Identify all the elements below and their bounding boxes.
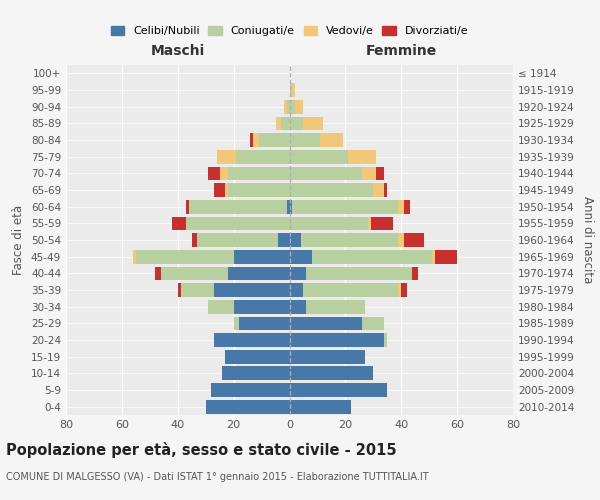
Bar [155, 266, 161, 280]
Bar [197, 233, 278, 247]
Bar [295, 100, 304, 114]
Bar [306, 266, 412, 280]
Bar [290, 166, 362, 180]
Bar [186, 216, 290, 230]
Bar [253, 133, 259, 147]
Legend: Celibi/Nubili, Coniugati/e, Vedovi/e, Divorziati/e: Celibi/Nubili, Coniugati/e, Vedovi/e, Di… [106, 22, 473, 41]
Bar [178, 283, 181, 297]
Bar [312, 250, 432, 264]
Bar [228, 183, 290, 197]
Bar [373, 183, 385, 197]
Text: COMUNE DI MALGESSO (VA) - Dati ISTAT 1° gennaio 2015 - Elaborazione TUTTITALIA.I: COMUNE DI MALGESSO (VA) - Dati ISTAT 1° … [6, 472, 428, 482]
Bar [290, 200, 292, 213]
Bar [228, 266, 290, 280]
Bar [435, 250, 457, 264]
Y-axis label: Anni di nascita: Anni di nascita [581, 196, 594, 284]
Bar [290, 150, 348, 164]
Bar [136, 250, 233, 264]
Bar [290, 183, 373, 197]
Bar [371, 216, 393, 230]
Bar [404, 233, 424, 247]
Bar [290, 333, 385, 347]
Bar [301, 233, 398, 247]
Bar [304, 283, 398, 297]
Bar [290, 283, 304, 297]
Bar [181, 283, 214, 297]
Bar [214, 333, 290, 347]
Bar [287, 200, 290, 213]
Y-axis label: Fasce di età: Fasce di età [13, 205, 25, 275]
Bar [287, 100, 290, 114]
Bar [275, 116, 281, 130]
Bar [225, 350, 290, 364]
Bar [401, 283, 407, 297]
Bar [290, 216, 368, 230]
Bar [292, 200, 398, 213]
Bar [290, 316, 362, 330]
Text: Femmine: Femmine [365, 44, 437, 59]
Bar [290, 133, 320, 147]
Bar [236, 150, 290, 164]
Bar [404, 200, 410, 213]
Bar [368, 216, 371, 230]
Bar [398, 233, 404, 247]
Bar [220, 166, 228, 180]
Bar [233, 250, 290, 264]
Bar [189, 200, 287, 213]
Bar [290, 366, 373, 380]
Bar [398, 283, 401, 297]
Bar [259, 133, 290, 147]
Bar [192, 233, 197, 247]
Bar [306, 300, 365, 314]
Bar [233, 300, 290, 314]
Bar [211, 383, 290, 397]
Bar [228, 166, 290, 180]
Bar [208, 300, 233, 314]
Bar [172, 216, 186, 230]
Bar [432, 250, 435, 264]
Bar [362, 316, 385, 330]
Bar [206, 400, 290, 413]
Bar [290, 350, 365, 364]
Bar [348, 150, 376, 164]
Bar [320, 133, 343, 147]
Bar [290, 266, 306, 280]
Bar [290, 100, 295, 114]
Bar [398, 200, 404, 213]
Bar [290, 83, 292, 97]
Bar [225, 183, 228, 197]
Text: Maschi: Maschi [151, 44, 205, 59]
Bar [385, 183, 387, 197]
Bar [239, 316, 290, 330]
Bar [233, 316, 239, 330]
Bar [133, 250, 136, 264]
Bar [304, 116, 323, 130]
Bar [362, 166, 376, 180]
Bar [223, 366, 290, 380]
Bar [292, 83, 295, 97]
Bar [217, 150, 236, 164]
Bar [284, 100, 287, 114]
Bar [290, 400, 351, 413]
Bar [281, 116, 290, 130]
Bar [290, 383, 387, 397]
Bar [161, 266, 228, 280]
Bar [290, 250, 312, 264]
Bar [214, 183, 225, 197]
Bar [214, 283, 290, 297]
Bar [290, 300, 306, 314]
Bar [290, 233, 301, 247]
Bar [186, 200, 189, 213]
Bar [385, 333, 387, 347]
Bar [208, 166, 220, 180]
Bar [290, 116, 304, 130]
Text: Popolazione per età, sesso e stato civile - 2015: Popolazione per età, sesso e stato civil… [6, 442, 397, 458]
Bar [376, 166, 385, 180]
Bar [412, 266, 418, 280]
Bar [278, 233, 290, 247]
Bar [250, 133, 253, 147]
